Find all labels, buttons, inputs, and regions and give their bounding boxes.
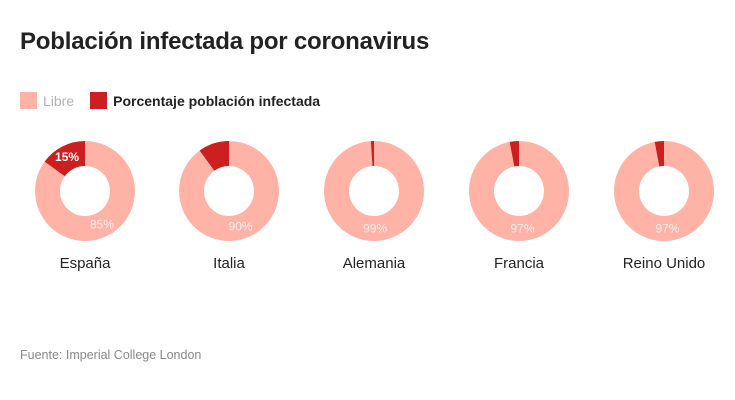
category-label-5: Reino Unido <box>623 255 706 272</box>
value-label-free-5: 97% <box>656 221 680 235</box>
donut-3: 99% Alemania <box>323 141 424 272</box>
legend-item-free: Libre <box>20 92 74 109</box>
slice-free-4 <box>468 141 569 241</box>
donut-5: 97% Reino Unido <box>614 141 714 272</box>
value-label-free-3: 99% <box>363 221 387 235</box>
source-note: Fuente: Imperial College London <box>20 348 202 362</box>
value-label-free-2: 90% <box>229 220 253 234</box>
slice-infected-2 <box>199 141 229 171</box>
legend: Libre Porcentaje población infectada <box>20 92 336 109</box>
donut-charts: 85% 15% España 90% Italia 99% Alemania 97% Franc… <box>34 141 714 272</box>
slice-free-5 <box>614 141 714 241</box>
value-label-infected-1: 15% <box>55 150 79 164</box>
slice-infected-3 <box>370 141 374 167</box>
chart-title: Población infectada por coronavirus <box>20 28 430 55</box>
legend-item-infected: Porcentaje población infectada <box>90 92 320 109</box>
slice-infected-5 <box>654 141 664 167</box>
slice-free-3 <box>323 141 424 241</box>
legend-label-free: Libre <box>43 92 75 109</box>
donut-2: 90% Italia <box>178 141 279 272</box>
slice-infected-1 <box>44 141 85 177</box>
category-label-1: España <box>60 255 112 272</box>
donut-4: 97% Francia <box>468 141 569 272</box>
value-label-free-1: 85% <box>90 217 114 231</box>
legend-swatch-free <box>20 92 37 109</box>
legend-label-infected: Porcentaje población infectada <box>113 92 321 109</box>
slice-free-1 <box>34 141 136 241</box>
value-label-free-4: 97% <box>511 221 535 235</box>
category-label-3: Alemania <box>343 255 406 272</box>
slice-infected-4 <box>509 141 519 167</box>
category-label-2: Italia <box>213 255 245 272</box>
slice-free-2 <box>178 141 279 241</box>
category-label-4: Francia <box>494 255 545 272</box>
donut-1: 85% 15% España <box>34 141 136 272</box>
legend-swatch-infected <box>90 92 108 109</box>
